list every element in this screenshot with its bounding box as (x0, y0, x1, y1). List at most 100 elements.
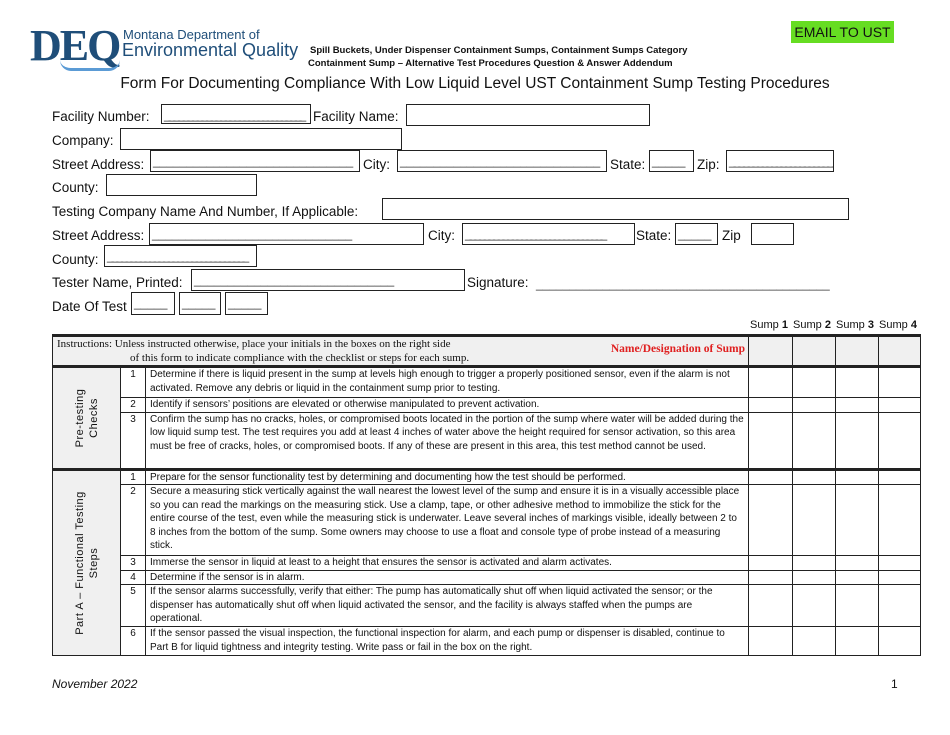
city-label: City: (363, 157, 390, 172)
state-field[interactable]: _____ (649, 150, 694, 172)
initials-box-sump-1[interactable] (748, 626, 793, 656)
company-field[interactable] (120, 128, 402, 150)
zip-field[interactable]: ______________________________ (726, 150, 834, 172)
signature-line[interactable]: ________________________________________… (536, 277, 830, 291)
initials-box-sump-3[interactable] (835, 584, 879, 627)
step-number: 2 (120, 484, 146, 556)
sump-name-cell-3[interactable] (835, 334, 879, 368)
initials-box-sump-1[interactable] (748, 397, 793, 413)
logo-line2: Environmental Quality (122, 40, 299, 60)
checklist-row: Part A – Functional Testing Steps 1 Prepar… (52, 467, 921, 656)
step-text: If the sensor passed the visual inspecti… (145, 626, 749, 656)
initials-box-sump-4[interactable] (878, 411, 921, 470)
initials-box-sump-2[interactable] (792, 626, 836, 656)
checklist-row: Pre-testing Checks 1 Determine if there is… (52, 365, 921, 470)
date-month-field[interactable]: _____ (131, 292, 175, 315)
subtitle-1: Spill Buckets, Under Dispenser Containme… (310, 45, 688, 56)
zip2-field[interactable] (751, 223, 794, 245)
initials-box-sump-2[interactable] (792, 365, 836, 398)
initials-box-sump-1[interactable] (748, 584, 793, 627)
initials-box-sump-4[interactable] (878, 484, 921, 556)
facility-name-label: Facility Name: (313, 109, 399, 124)
step-number: 3 (120, 555, 146, 571)
county2-field[interactable]: ______________________________ (104, 245, 257, 267)
city-field[interactable]: ______________________________ (397, 150, 607, 172)
step-number: 6 (120, 626, 146, 656)
step-number: 4 (120, 569, 146, 585)
initials-box-sump-2[interactable] (792, 555, 836, 571)
initials-box-sump-1[interactable] (748, 467, 793, 485)
sump-name-cell-4[interactable] (878, 334, 921, 368)
street-address-field[interactable]: ______________________________ (150, 150, 360, 172)
initials-box-sump-4[interactable] (878, 584, 921, 627)
initials-box-sump-3[interactable] (835, 484, 879, 556)
county-field[interactable] (106, 174, 257, 196)
initials-box-sump-4[interactable] (878, 569, 921, 585)
initials-box-sump-4[interactable] (878, 397, 921, 413)
checklist-row: 3 Confirm the sump has no cracks, holes, … (53, 411, 921, 470)
section-label: Part A – Functional Testing Steps (74, 490, 100, 635)
instructions-line-1: Instructions: Unless instructed otherwis… (57, 338, 451, 350)
step-text: Identify if sensors’ positions are eleva… (145, 397, 749, 413)
county-label: County: (52, 180, 99, 195)
step-number: 1 (120, 467, 146, 485)
initials-box-sump-2[interactable] (792, 397, 836, 413)
initials-box-sump-3[interactable] (835, 365, 879, 398)
date-year-field[interactable]: _____ (225, 292, 268, 315)
street-address-label: Street Address: (52, 157, 145, 172)
initials-box-sump-3[interactable] (835, 411, 879, 470)
state2-field[interactable]: _____ (675, 223, 718, 245)
tester-name-field[interactable]: ______________________________ (191, 269, 465, 291)
step-number: 1 (120, 365, 146, 398)
zip2-label: Zip (722, 228, 741, 243)
initials-box-sump-3[interactable] (835, 397, 879, 413)
facility-number-label: Facility Number: (52, 109, 150, 124)
date-day-field[interactable]: _____ (179, 292, 221, 315)
initials-box-sump-4[interactable] (878, 365, 921, 398)
initials-box-sump-2[interactable] (792, 467, 836, 485)
sump-name-cell-2[interactable] (792, 334, 836, 368)
sump-header-2: Sump 2 (793, 319, 831, 331)
tester-name-label: Tester Name, Printed: (52, 275, 183, 290)
initials-box-sump-2[interactable] (792, 569, 836, 585)
initials-box-sump-1[interactable] (748, 411, 793, 470)
county2-label: County: (52, 252, 99, 267)
street-address2-label: Street Address: (52, 228, 145, 243)
initials-box-sump-3[interactable] (835, 569, 879, 585)
city2-label: City: (428, 228, 455, 243)
initials-box-sump-1[interactable] (748, 555, 793, 571)
facility-number-field[interactable]: ______________________________ (161, 104, 311, 124)
logo-line1: Montana Department of (123, 27, 260, 42)
initials-box-sump-1[interactable] (748, 365, 793, 398)
initials-box-sump-2[interactable] (792, 411, 836, 470)
page-title: Form For Documenting Compliance With Low… (120, 75, 830, 92)
street-address2-field[interactable]: ______________________________ (149, 223, 424, 245)
zip-label: Zip: (697, 157, 720, 172)
initials-box-sump-4[interactable] (878, 626, 921, 656)
state-label: State: (610, 157, 646, 172)
email-to-ust-button[interactable]: EMAIL TO UST (791, 21, 894, 43)
initials-box-sump-2[interactable] (792, 584, 836, 627)
initials-box-sump-1[interactable] (748, 484, 793, 556)
initials-box-sump-3[interactable] (835, 555, 879, 571)
initials-box-sump-3[interactable] (835, 626, 879, 656)
checklist-row: 3 Immerse the sensor in liquid at least t… (53, 555, 921, 571)
sump-header-4: Sump 4 (879, 319, 917, 331)
initials-box-sump-4[interactable] (878, 555, 921, 571)
initials-box-sump-2[interactable] (792, 484, 836, 556)
initials-box-sump-1[interactable] (748, 569, 793, 585)
company-label: Company: (52, 133, 114, 148)
initials-box-sump-4[interactable] (878, 467, 921, 485)
initials-box-sump-3[interactable] (835, 467, 879, 485)
step-text: Determine if the sensor is in alarm. (145, 569, 749, 585)
testing-company-field[interactable] (382, 198, 849, 220)
city2-field[interactable]: ______________________________ (462, 223, 635, 245)
name-designation-label: Name/Designation of Sump (610, 343, 745, 355)
checklist-row: 5 If the sensor alarms successfully, veri… (53, 584, 921, 627)
section-label-cell: Part A – Functional Testing Steps (52, 467, 121, 656)
footer-date: November 2022 (52, 677, 138, 691)
sump-name-cell-1[interactable] (748, 334, 793, 368)
date-of-test-label: Date Of Test (52, 299, 127, 314)
facility-name-field[interactable] (406, 104, 650, 126)
